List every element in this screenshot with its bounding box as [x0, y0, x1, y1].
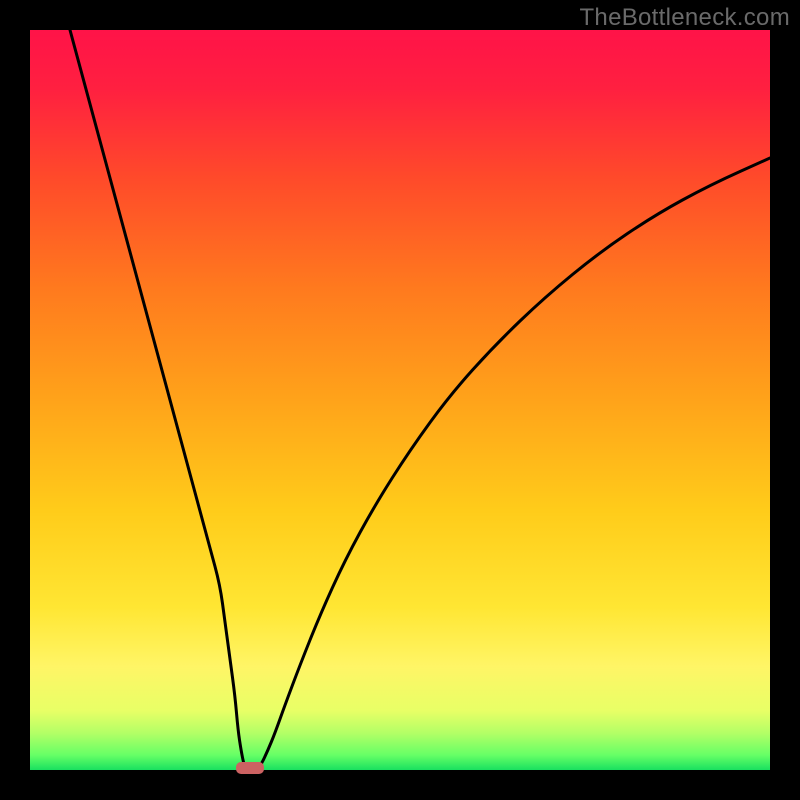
bottleneck-curve: [30, 30, 770, 770]
chart-frame: TheBottleneck.com: [0, 0, 800, 800]
plot-area: [30, 30, 770, 770]
optimum-marker: [236, 762, 264, 774]
watermark-text: TheBottleneck.com: [579, 4, 790, 32]
